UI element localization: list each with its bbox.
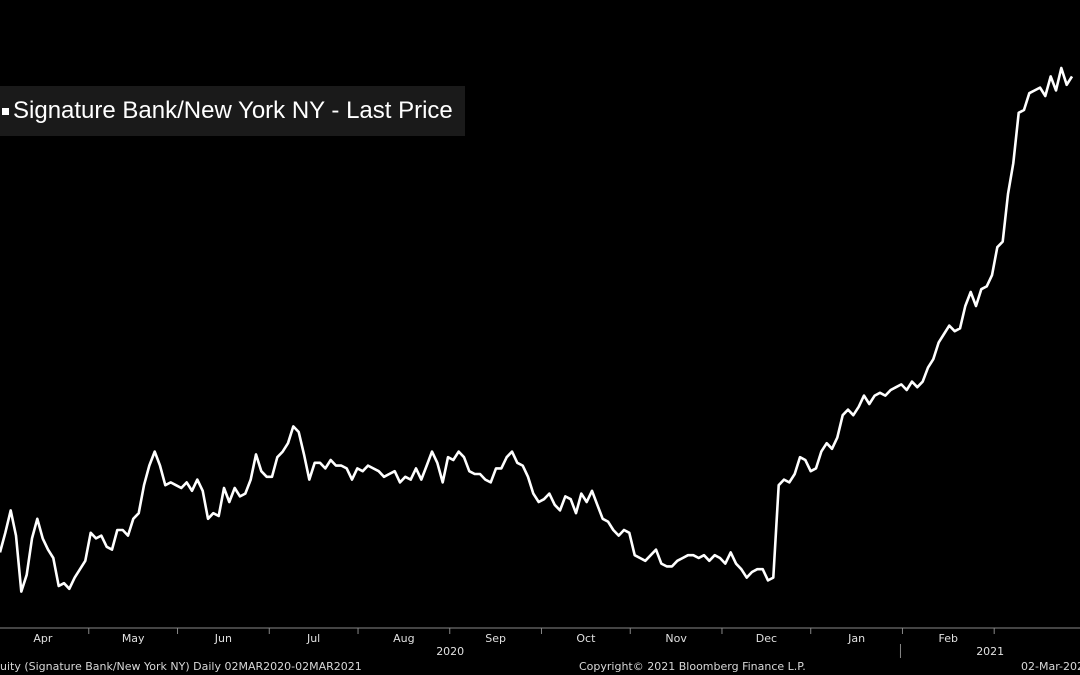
footer-date: 02-Mar-202: [1021, 660, 1080, 673]
legend-label: Signature Bank/New York NY - Last Price: [13, 97, 453, 124]
month-tick-label: Jan: [847, 632, 865, 645]
month-tick-label: Aug: [393, 632, 414, 645]
x-axis: Apr May Jun Jul Aug Sep Oct Nov Dec Jan Feb 2020 202…: [0, 627, 1080, 658]
price-line: [0, 66, 1074, 593]
month-tick-label: Dec: [756, 632, 777, 645]
footer-security-info: uity (Signature Bank/New York NY) Daily …: [0, 660, 362, 673]
month-tick-label: May: [122, 632, 145, 645]
year-label-2021: 2021: [976, 645, 1004, 658]
month-tick-label: Apr: [33, 632, 53, 645]
month-tick-label: Sep: [485, 632, 506, 645]
legend-swatch: [2, 107, 9, 115]
month-tick-label: Jul: [306, 632, 320, 645]
chart-legend: Signature Bank/New York NY - Last Price: [0, 86, 465, 136]
month-tick-label: Nov: [665, 632, 687, 645]
month-tick-label: Oct: [576, 632, 596, 645]
month-tick-label: Feb: [939, 632, 958, 645]
year-label-2020: 2020: [436, 645, 464, 658]
month-tick-label: Jun: [214, 632, 232, 645]
footer-copyright: Copyright© 2021 Bloomberg Finance L.P.: [579, 660, 806, 673]
